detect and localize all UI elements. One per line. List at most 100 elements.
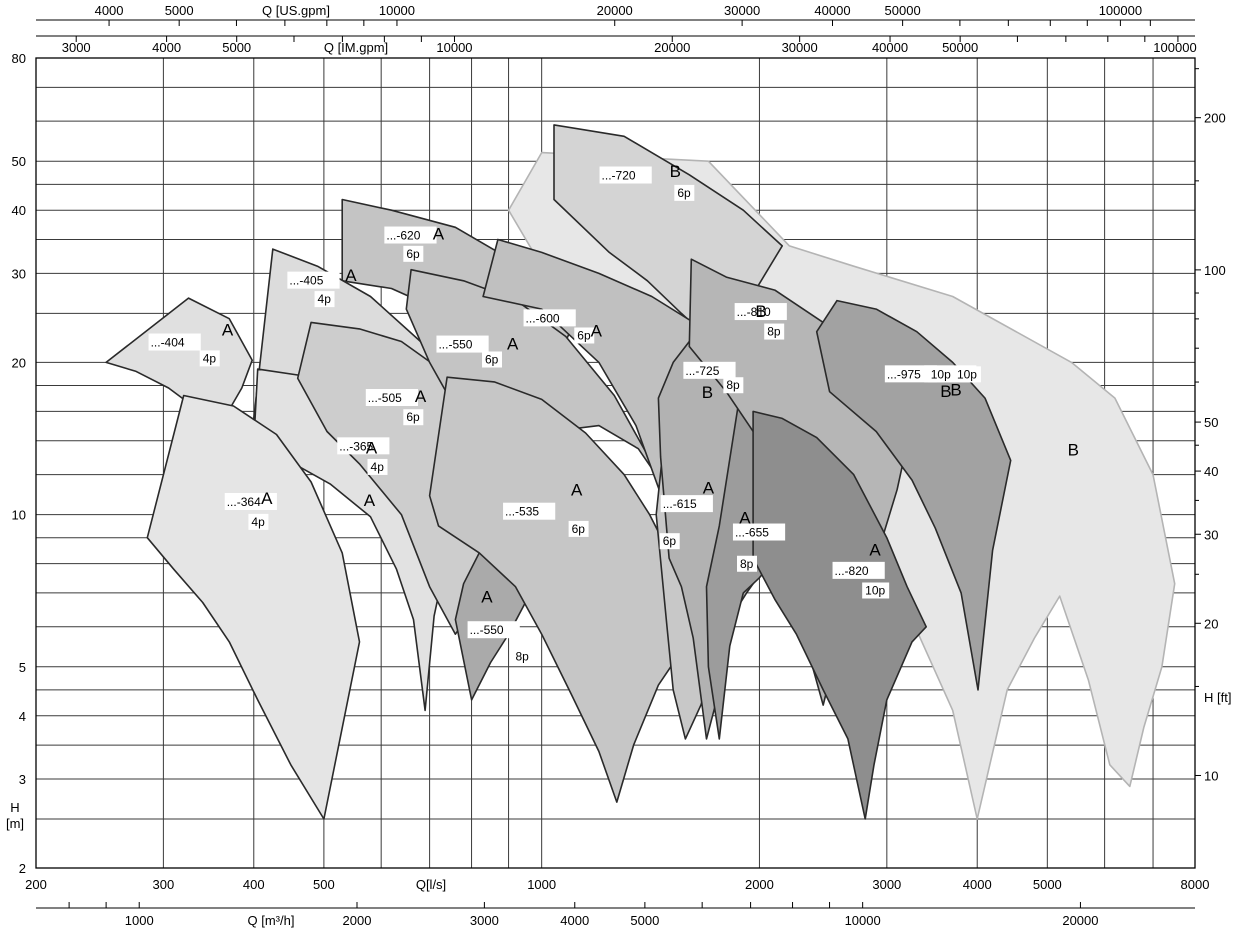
axes: 200 300 400 500 1000 2000 3000 4000 5000 8000 Q[l/… <box>6 3 1231 928</box>
label-box <box>732 523 786 541</box>
series-poles-label: 4p <box>371 460 385 474</box>
series-name-label: ...-405 <box>289 274 323 288</box>
series-poles-label: 6p <box>406 410 420 424</box>
series-class-label: A <box>571 481 583 500</box>
x-tick-label: 3000 <box>872 877 901 892</box>
y2-tick-label: 200 <box>1204 111 1226 126</box>
label-box <box>503 502 556 520</box>
label-box <box>927 366 955 383</box>
series-class-label: B <box>940 382 951 401</box>
bottom-m3h-tick-label: 3000 <box>470 913 499 928</box>
top-im-axis-title: Q [IM.gpm] <box>324 40 388 55</box>
label-box <box>384 226 437 244</box>
label-box <box>365 388 418 406</box>
label-box <box>599 166 652 184</box>
label-box <box>953 366 981 383</box>
pump-labels: ...-97510pBB...-7206pB...-6206pA...-4044… <box>148 162 1079 665</box>
series-name-label: ...-615 <box>663 497 697 511</box>
y-tick-label: 5 <box>19 660 26 675</box>
top-im-tick-label: 20000 <box>654 40 690 55</box>
series-name-label: ...-364 <box>227 495 261 509</box>
y2-axis-title: H [ft] <box>1204 690 1231 705</box>
x-tick-label: 1000 <box>527 877 556 892</box>
plot-frame <box>35 57 1196 869</box>
top-us-tick-label: 100000 <box>1099 3 1142 18</box>
label-box <box>523 309 576 327</box>
series-class-label: B <box>670 162 681 181</box>
label-box <box>683 361 736 379</box>
series-class-label: A <box>364 491 376 510</box>
series-class-label: A <box>507 335 519 354</box>
pump-area-820-10p <box>752 410 928 820</box>
y-tick-label: 50 <box>12 154 26 169</box>
series-poles-label: 6p <box>485 353 499 367</box>
bottom-m3h-tick-label: 4000 <box>560 913 589 928</box>
top-im-tick-label: 50000 <box>942 40 978 55</box>
label-box <box>248 513 269 530</box>
label-box <box>734 303 787 321</box>
series-class-label: A <box>739 509 751 528</box>
y-tick-label: 30 <box>12 266 26 281</box>
top-us-tick-label: 50000 <box>885 3 921 18</box>
series-poles-label: 6p <box>406 247 420 261</box>
series-class-label: A <box>366 439 378 458</box>
series-poles-label: 4p <box>251 515 265 529</box>
label-box <box>723 377 744 394</box>
y-tick-label: 4 <box>19 709 26 724</box>
bottom-m3h-axis-title: Q [m³/h] <box>248 913 295 928</box>
top-us-tick-label: 40000 <box>814 3 850 18</box>
y-axis-title: [m] <box>6 816 24 831</box>
series-class-label: A <box>433 225 445 244</box>
series-poles-label: 8p <box>515 649 529 663</box>
series-poles-label: 6p <box>572 522 586 536</box>
series-poles-label: 8p <box>767 325 781 339</box>
series-name-label: ...-725 <box>685 364 719 378</box>
series-class-label: B <box>702 383 713 402</box>
series-name-label: ...-550 <box>470 623 504 637</box>
series-poles-label: 4p <box>318 292 332 306</box>
top-us-axis-title: Q [US.gpm] <box>262 3 330 18</box>
series-name-label: ...-655 <box>735 526 769 540</box>
bottom-m3h-tick-label: 2000 <box>343 913 372 928</box>
y-tick-label: 40 <box>12 203 26 218</box>
y-tick-label: 80 <box>12 51 26 66</box>
label-box <box>367 458 388 475</box>
series-poles-label: 10p <box>931 367 951 381</box>
y2-tick-label: 30 <box>1204 527 1218 542</box>
label-box <box>467 621 520 639</box>
series-name-label: ...-365 <box>339 439 373 453</box>
label-box <box>737 555 758 572</box>
pump-areas <box>105 124 1176 820</box>
label-box <box>436 335 489 353</box>
series-poles-label: 6p <box>663 534 677 548</box>
bottom-m3h-tick-label: 20000 <box>1062 913 1098 928</box>
series-class-label: A <box>415 387 427 406</box>
series-poles-label: 10p <box>865 583 885 597</box>
series-class-label: A <box>703 479 715 498</box>
series-class-label: B <box>755 302 766 321</box>
label-box <box>148 333 201 351</box>
label-box <box>403 409 424 426</box>
top-im-tick-label: 10000 <box>436 40 472 55</box>
top-us-tick-label: 20000 <box>597 3 633 18</box>
pump-area-535-6p <box>428 376 698 803</box>
pump-area-975-10p <box>815 299 1012 691</box>
top-us-tick-label: 4000 <box>95 3 124 18</box>
y-tick-label: 10 <box>12 508 26 523</box>
series-class-label: A <box>869 541 881 560</box>
y-axis-title: H <box>10 800 19 815</box>
series-class-label: A <box>222 321 234 340</box>
series-name-label: ...-810 <box>737 305 771 319</box>
series-name-label: ...-535 <box>505 505 539 519</box>
y2-tick-label: 10 <box>1204 768 1218 783</box>
series-name-label: ...-620 <box>386 229 420 243</box>
label-box <box>482 351 503 368</box>
series-name-label: ...-600 <box>526 311 560 325</box>
x-tick-label: 400 <box>243 877 265 892</box>
series-name-label: ...-975 <box>887 367 921 381</box>
y2-tick-label: 50 <box>1204 415 1218 430</box>
series-poles-label: 6p <box>577 328 591 342</box>
series-name-label: ...-404 <box>151 336 185 350</box>
bottom-m3h-tick-label: 5000 <box>630 913 659 928</box>
